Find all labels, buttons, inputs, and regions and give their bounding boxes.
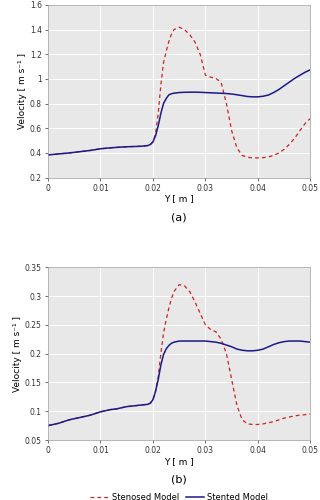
Legend: Stenosed Model, Stented Model: Stenosed Model, Stented Model xyxy=(87,489,272,500)
Text: (a): (a) xyxy=(172,212,187,222)
X-axis label: Y [ m ]: Y [ m ] xyxy=(164,456,194,466)
Text: (b): (b) xyxy=(171,474,187,484)
Y-axis label: Velocity [ m s⁻¹ ]: Velocity [ m s⁻¹ ] xyxy=(13,316,22,392)
X-axis label: Y [ m ]: Y [ m ] xyxy=(164,194,194,203)
Y-axis label: Velocity [ m s⁻¹ ]: Velocity [ m s⁻¹ ] xyxy=(18,54,27,130)
